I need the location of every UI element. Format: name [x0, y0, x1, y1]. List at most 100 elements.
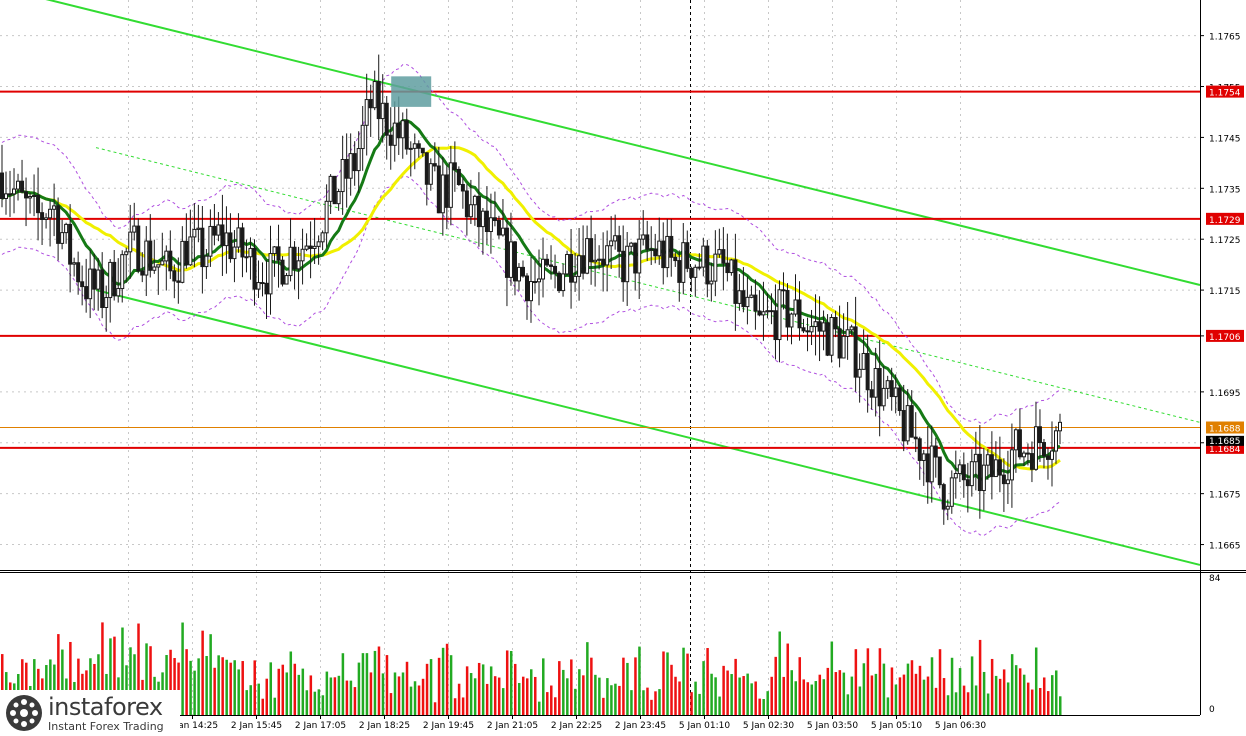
candle-body [621, 250, 626, 283]
candle-body [240, 227, 245, 258]
candle-body [196, 227, 201, 230]
candle-body [985, 454, 990, 466]
candle-body [765, 310, 770, 313]
volume-bar [682, 647, 685, 715]
volume-bar [53, 664, 56, 715]
candle-body [364, 99, 369, 126]
volume-bar [802, 679, 806, 715]
candle-body [889, 380, 894, 398]
volume-bar [634, 657, 637, 715]
candle-body [392, 122, 397, 146]
candle-body [761, 311, 766, 316]
volume-bar [898, 677, 902, 715]
y-tick-label: 1.1765 [1209, 33, 1241, 43]
candle-body [8, 193, 13, 196]
volume-bar [678, 681, 681, 715]
candle-body [601, 258, 606, 266]
x-tick-label: 2 Jan 18:25 [359, 721, 410, 731]
candle-body [1041, 442, 1046, 457]
volume-bar [686, 653, 689, 715]
candle-body [408, 147, 413, 150]
candle-body [993, 459, 998, 478]
candle-body [248, 247, 253, 258]
candle-body [368, 99, 373, 109]
volume-bar [606, 678, 609, 715]
volume-bar [950, 657, 954, 715]
x-tick-label: 2 Jan 22:25 [551, 721, 602, 731]
volume-bar [794, 681, 797, 715]
volume-bar [550, 685, 553, 715]
volume-bar [622, 657, 625, 715]
bid-label-bg [1206, 435, 1244, 446]
candle-body [268, 253, 273, 295]
volume-bar [630, 690, 633, 715]
volume-bar [922, 679, 926, 715]
candle-body [1049, 450, 1054, 460]
volume-bar [513, 663, 517, 715]
candle-body [753, 294, 758, 312]
volume-bar [870, 675, 874, 715]
volume-bar [257, 683, 260, 715]
candle-body [212, 225, 217, 236]
candle-body [913, 436, 918, 440]
volume-bar [742, 676, 745, 715]
y-tick-label: 1.1735 [1209, 185, 1241, 195]
candle-body [520, 266, 525, 277]
candle-body [448, 162, 453, 208]
volume-bar [910, 660, 914, 715]
candle-body [172, 270, 177, 282]
volume-bar [89, 658, 92, 715]
candle-body [869, 389, 874, 398]
volume-bar [21, 659, 24, 715]
candle-body [152, 266, 157, 271]
candle-body [833, 317, 838, 330]
candle-body [777, 289, 782, 341]
volume-bar [638, 646, 641, 715]
candle-body [697, 266, 702, 269]
volume-bar [654, 691, 657, 715]
candle-body [36, 194, 41, 214]
volume-bar [674, 676, 677, 715]
candle-body [741, 290, 746, 308]
candle-body [16, 180, 21, 190]
volume-bar [962, 685, 966, 715]
volume-bar [501, 688, 505, 715]
candle-body [537, 278, 542, 283]
volume-bar [710, 673, 713, 715]
volume-bar [574, 688, 577, 715]
level-label: 1.1684 [1209, 445, 1241, 455]
candle-body [565, 254, 570, 275]
level-label-bg [1206, 329, 1244, 342]
candle-body [180, 240, 185, 283]
candle-body [372, 81, 377, 109]
volume-bar [149, 646, 152, 715]
volume-bar [137, 623, 140, 715]
candle-body [1005, 479, 1010, 485]
volume-bar [341, 653, 345, 715]
candle-body [360, 124, 365, 150]
price-axis-background [1200, 0, 1246, 736]
candle-body [220, 224, 225, 247]
candle-body [228, 232, 233, 260]
level-label: 1.1706 [1209, 333, 1241, 343]
logo-mark-icon [6, 695, 42, 731]
volume-bar [1026, 682, 1030, 715]
candle-body [945, 505, 950, 510]
volume-bar [718, 696, 721, 715]
x-tick-label: 2 Jan 19:45 [423, 721, 474, 731]
volume-bar [934, 687, 938, 715]
candle-body [937, 456, 942, 486]
volume-bar [610, 685, 613, 715]
volume-bar [1054, 670, 1058, 715]
candle-body [496, 220, 501, 236]
volume-bar [974, 685, 978, 715]
candle-body [336, 191, 341, 205]
candle-body [597, 258, 602, 261]
candles [0, 54, 1062, 525]
candle-body [188, 236, 193, 266]
volume-bar [570, 659, 573, 715]
candle-body [893, 387, 898, 398]
candle-body [1045, 455, 1050, 460]
volume-bar [437, 657, 441, 715]
